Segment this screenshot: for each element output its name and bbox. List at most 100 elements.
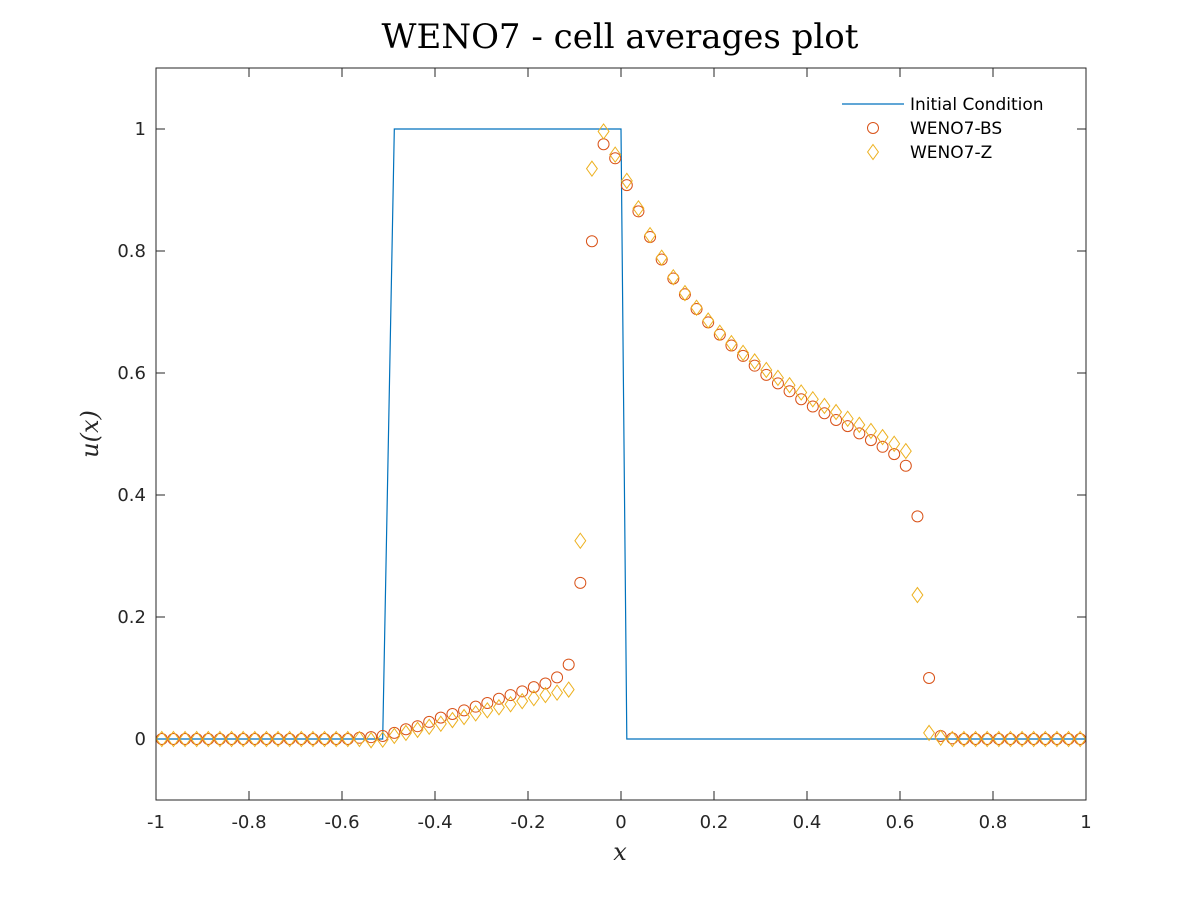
- weno7-bs-point: [469, 700, 482, 713]
- weno7-bs-point: [748, 359, 761, 372]
- legend-item: WENO7-Z: [866, 143, 992, 163]
- weno7-z-point: [434, 715, 447, 733]
- x-tick-label: 0.4: [793, 812, 822, 833]
- weno7-z-point: [830, 403, 843, 421]
- weno7-z-point: [504, 695, 517, 713]
- x-tick-label: 0.8: [979, 812, 1008, 833]
- x-tick-label: 0.6: [886, 812, 915, 833]
- weno7-z-point: [481, 701, 494, 719]
- weno7-bs-point: [376, 729, 389, 742]
- weno7-z-point: [365, 731, 378, 749]
- weno7-bs-point: [527, 681, 540, 694]
- weno7-bs-point: [876, 440, 889, 453]
- y-tick-label: 0.2: [117, 607, 146, 628]
- weno7-bs-point: [853, 427, 866, 440]
- weno7-z-point: [458, 708, 471, 726]
- weno7-z-point: [423, 718, 436, 736]
- weno7-z-point: [237, 730, 250, 748]
- weno7-z-point: [539, 686, 552, 704]
- series-layer: [155, 123, 1087, 749]
- y-tick-label: 0.6: [117, 363, 146, 384]
- x-axis-label: x: [613, 838, 627, 866]
- weno7-z-point: [899, 442, 912, 460]
- weno7-z-point: [1039, 730, 1052, 748]
- weno7-bs-point: [771, 377, 784, 390]
- y-tick-label: 0.8: [117, 241, 146, 262]
- legend-item: WENO7-BS: [867, 119, 1002, 139]
- weno7-bs-point: [574, 576, 587, 589]
- weno7-z-point: [585, 160, 598, 178]
- weno7-z-point: [806, 390, 819, 408]
- weno7-z-point: [992, 730, 1005, 748]
- weno7-bs-point: [481, 697, 494, 710]
- weno7-z-point: [969, 730, 982, 748]
- legend-label: WENO7-BS: [910, 119, 1002, 139]
- weno7-bs-point: [760, 368, 773, 381]
- weno7-bs-point: [899, 459, 912, 472]
- legend-diamond-marker: [866, 143, 880, 161]
- weno7-z-point: [330, 730, 343, 748]
- weno7-z-point: [353, 730, 366, 748]
- weno7-bs-point: [864, 434, 877, 447]
- weno7-z-point: [225, 730, 238, 748]
- weno7-z-point: [818, 397, 831, 415]
- weno7-bs-point: [609, 152, 622, 165]
- y-tick-label: 1: [135, 119, 146, 140]
- weno7-z-point: [190, 730, 203, 748]
- weno7-z-point: [1016, 730, 1029, 748]
- legend-label: WENO7-Z: [910, 143, 992, 163]
- weno7-z-point: [713, 324, 726, 342]
- x-tick-label: 0.2: [700, 812, 729, 833]
- series-initial-condition: [156, 128, 1086, 740]
- weno7-bs-point: [911, 510, 924, 523]
- legend-item: Initial Condition: [842, 95, 1044, 115]
- weno7-z-point: [260, 730, 273, 748]
- weno7-z-point: [923, 724, 936, 742]
- weno7-bs-point: [830, 413, 843, 426]
- weno7-bs-point: [585, 235, 598, 248]
- weno7-z-point: [1004, 730, 1017, 748]
- weno7-z-point: [620, 172, 633, 190]
- legend-label: Initial Condition: [910, 95, 1044, 115]
- y-axis-ticks: 0 0.2 0.4 0.6 0.8 1: [117, 119, 1086, 750]
- weno7-z-point: [202, 730, 215, 748]
- weno7-bs-point: [923, 672, 936, 684]
- weno7-bs-point: [423, 715, 436, 728]
- weno7-bs-point: [434, 711, 447, 724]
- weno7-z-point: [632, 199, 645, 217]
- weno7-z-point: [469, 705, 482, 722]
- weno7-z-point: [946, 730, 959, 748]
- weno7-z-point: [655, 249, 668, 267]
- weno7-z-point: [644, 226, 657, 244]
- weno7-z-point: [667, 268, 680, 286]
- weno7-z-point: [702, 312, 715, 329]
- x-tick-label: -0.8: [231, 812, 266, 833]
- weno7-bs-point: [562, 658, 575, 671]
- weno7-z-point: [399, 724, 412, 742]
- weno7-z-point: [1062, 730, 1075, 748]
- weno7-z-point: [306, 730, 319, 748]
- weno7-bs-point: [620, 179, 633, 192]
- weno7-z-point: [1050, 730, 1063, 748]
- weno7-z-point: [167, 730, 180, 748]
- weno7-z-point: [562, 681, 575, 698]
- weno7-z-point: [272, 730, 285, 748]
- weno7-z-point: [690, 299, 703, 317]
- weno7-bs-point: [539, 677, 552, 690]
- weno7-bs-point: [818, 407, 831, 420]
- weno7-z-point: [446, 711, 459, 729]
- x-tick-label: -1: [147, 812, 165, 833]
- weno7-z-point: [213, 730, 226, 748]
- weno7-bs-point: [365, 731, 378, 744]
- weno7-z-point: [574, 532, 587, 550]
- weno7-bs-point: [783, 385, 796, 398]
- x-tick-label: 1: [1080, 812, 1091, 833]
- weno7-z-point: [179, 730, 192, 748]
- weno7-z-point: [492, 698, 505, 716]
- legend-circle-marker: [867, 122, 879, 134]
- weno7-z-point: [725, 334, 738, 352]
- weno7-bs-point: [492, 692, 505, 705]
- weno7-z-point: [551, 684, 564, 701]
- weno7-bs-point: [399, 723, 412, 736]
